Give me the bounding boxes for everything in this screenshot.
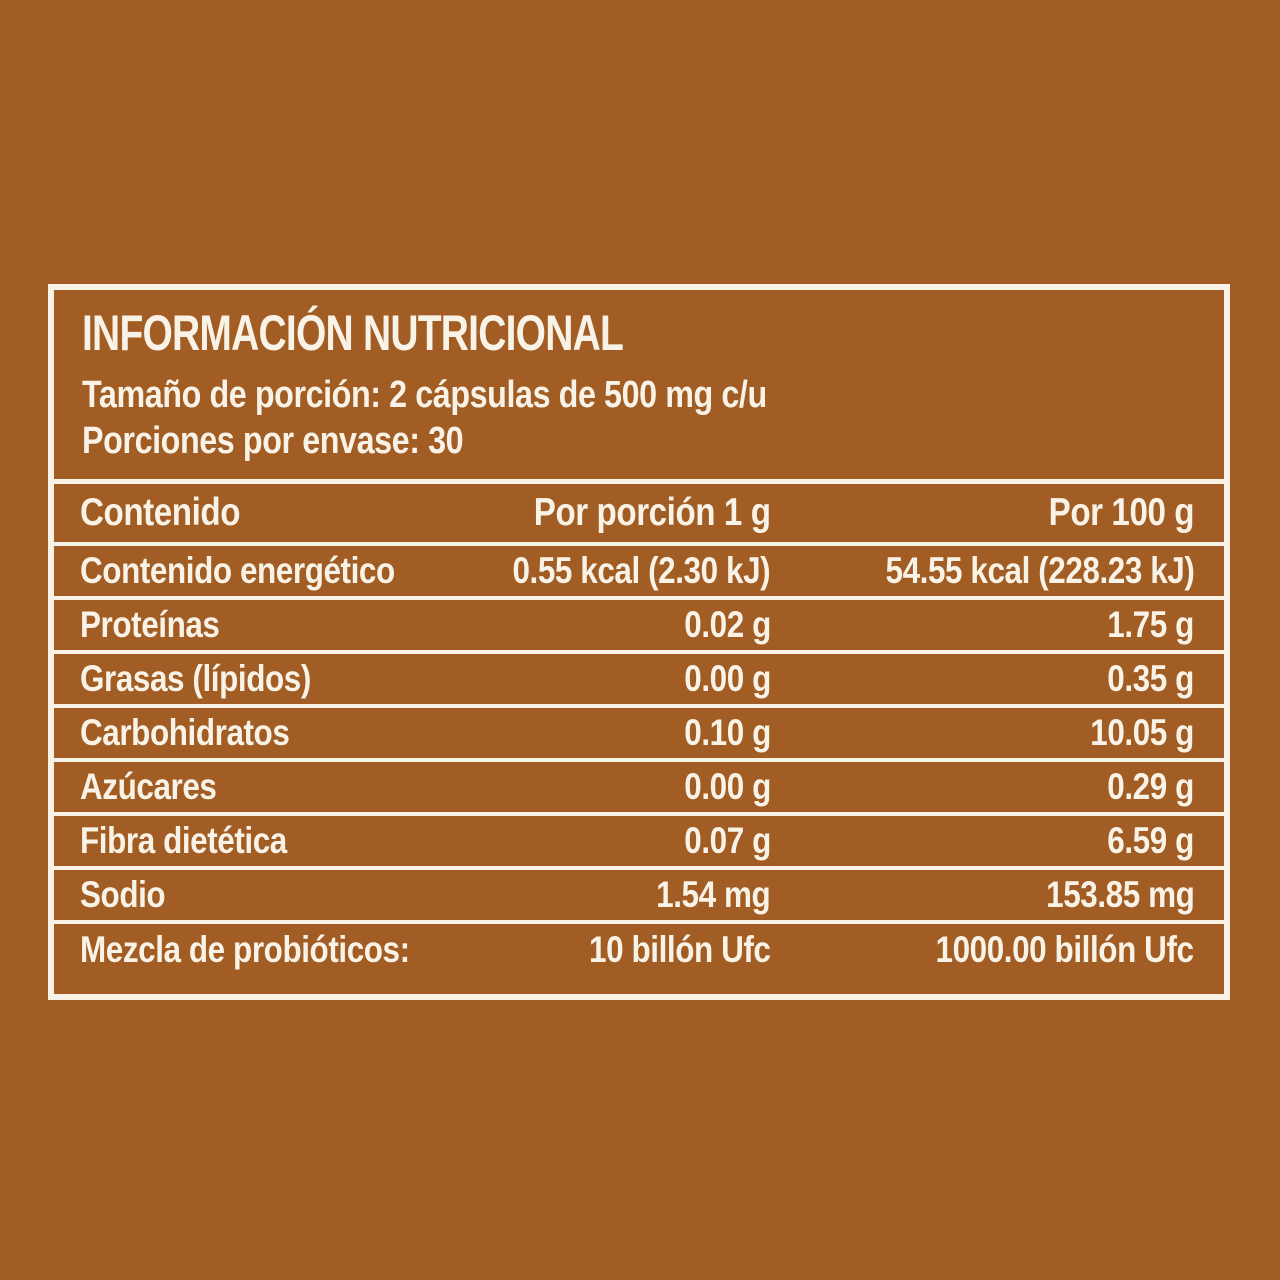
table-row: Contenido energético 0.55 kcal (2.30 kJ)… [54, 541, 1224, 596]
nutrient-name: Mezcla de probióticos: [80, 928, 410, 970]
label-header-section: INFORMACIÓN NUTRICIONAL Tamaño de porció… [54, 290, 1224, 479]
section-divider [54, 478, 1224, 484]
per-serving-value: 1.54 mg [656, 873, 772, 915]
table-row: Azúcares 0.00 g 0.29 g [54, 757, 1224, 812]
per-serving-value: 0.00 g [684, 765, 771, 807]
table-row: Carbohidratos 0.10 g 10.05 g [54, 703, 1224, 758]
nutrient-name: Contenido energético [80, 549, 395, 591]
label-title: INFORMACIÓN NUTRICIONAL [82, 305, 624, 361]
nutrient-name: Carbohidratos [80, 711, 290, 753]
nutrient-name: Azúcares [80, 765, 217, 807]
table-row: Mezcla de probióticos: 10 billón Ufc 100… [54, 919, 1224, 994]
table-header-row: Contenido Por porción 1 g Por 100 g [54, 484, 1224, 542]
per-100g-value: 54.55 kcal (228.23 kJ) [885, 549, 1194, 591]
servings-per-container-line: Porciones por envase: 30 [82, 420, 464, 463]
per-100g-value: 0.29 g [1107, 765, 1194, 807]
per-serving-value: 0.07 g [684, 819, 771, 861]
per-100g-value: 6.59 g [1107, 819, 1194, 861]
per-100g-value: 153.85 mg [1045, 873, 1195, 915]
nutrient-name: Grasas (lípidos) [80, 657, 311, 699]
per-serving-value: 10 billón Ufc [589, 928, 771, 970]
per-serving-value: 0.02 g [684, 603, 771, 645]
column-header-content: Contenido [80, 490, 241, 534]
per-serving-value: 0.55 kcal (2.30 kJ) [512, 549, 771, 591]
per-100g-value: 1000.00 billón Ufc [935, 928, 1194, 970]
per-serving-value: 0.00 g [684, 657, 771, 699]
nutrient-name: Sodio [80, 873, 166, 915]
serving-size-line: Tamaño de porción: 2 cápsulas de 500 mg … [82, 374, 767, 416]
per-100g-value: 1.75 g [1107, 603, 1194, 645]
column-header-per-serving: Por porción 1 g [533, 490, 771, 534]
per-100g-value: 10.05 g [1090, 711, 1194, 753]
per-serving-value: 0.10 g [684, 711, 771, 753]
nutrient-name: Proteínas [80, 603, 220, 645]
nutrition-facts-panel: INFORMACIÓN NUTRICIONAL Tamaño de porció… [48, 284, 1230, 1000]
column-header-per-100g: Por 100 g [1048, 490, 1195, 534]
table-row: Proteínas 0.02 g 1.75 g [54, 595, 1224, 650]
nutrient-name: Fibra dietética [80, 819, 287, 861]
table-row: Sodio 1.54 mg 153.85 mg [54, 865, 1224, 920]
per-100g-value: 0.35 g [1107, 657, 1194, 699]
table-row: Grasas (lípidos) 0.00 g 0.35 g [54, 649, 1224, 704]
table-row: Fibra dietética 0.07 g 6.59 g [54, 811, 1224, 866]
